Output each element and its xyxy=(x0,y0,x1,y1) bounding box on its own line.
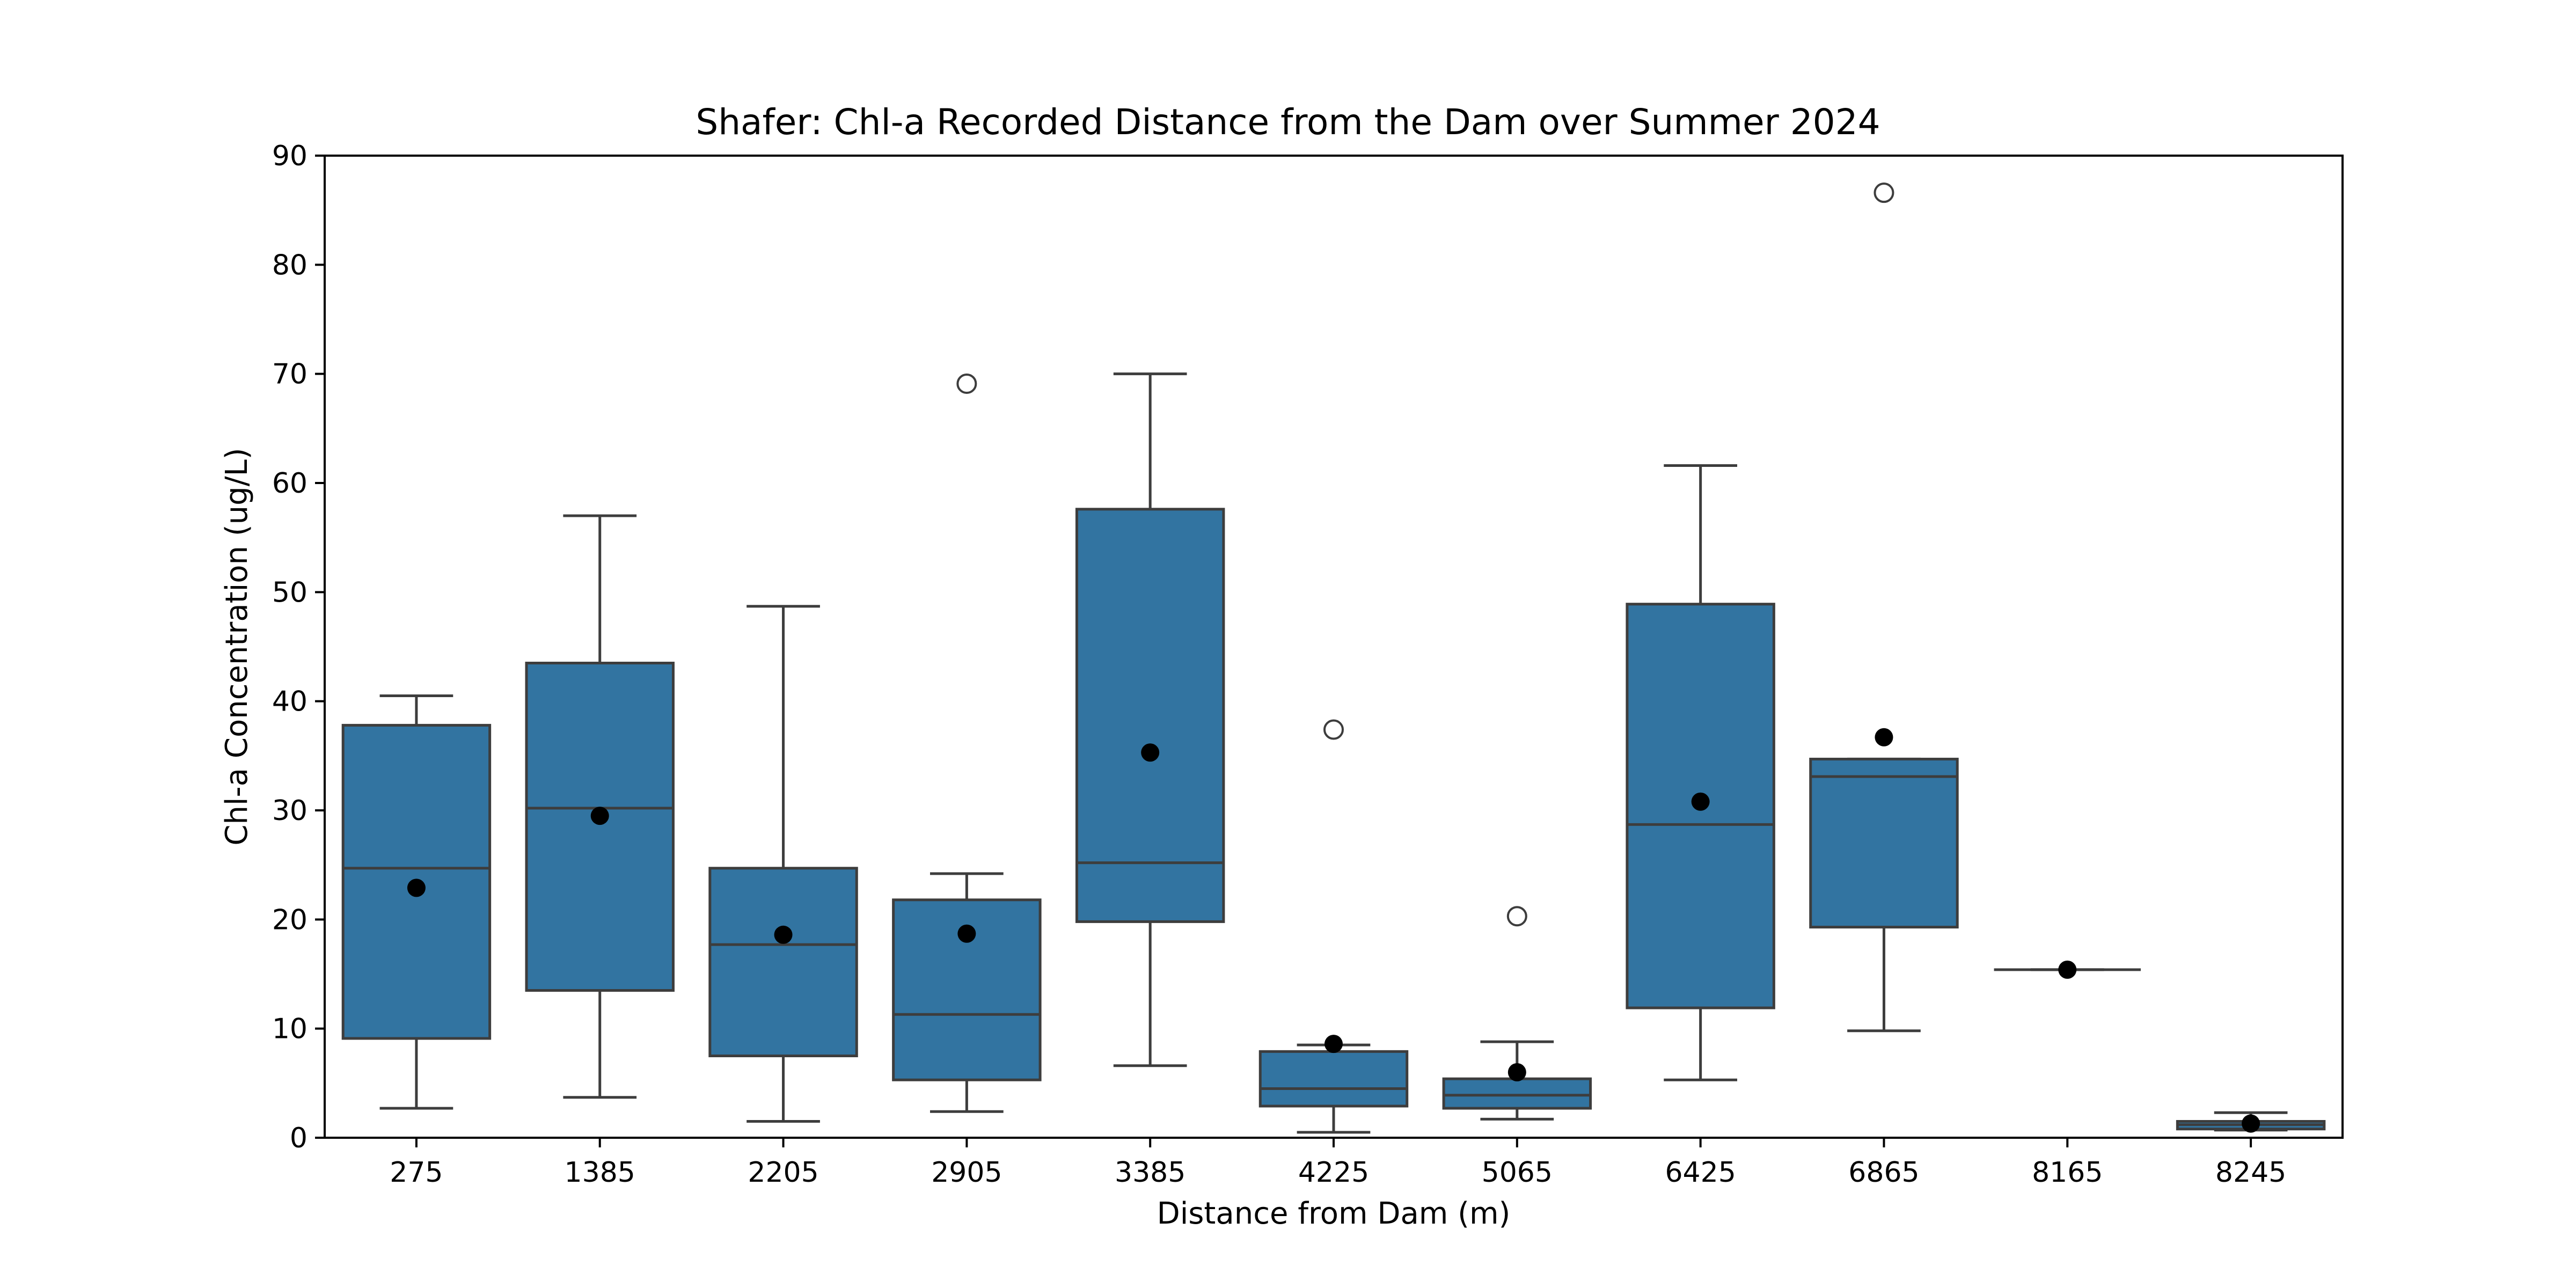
mean-marker xyxy=(1875,728,1893,747)
y-tick-label: 10 xyxy=(272,1013,308,1045)
y-tick-label: 20 xyxy=(272,904,308,936)
mean-marker xyxy=(1141,743,1160,762)
y-tick-label: 90 xyxy=(272,140,308,172)
y-axis-label: Chl-a Concentration (ug/L) xyxy=(219,448,254,845)
box-iqr xyxy=(1809,757,1959,929)
outlier-point xyxy=(1874,182,1894,203)
box-group-275 xyxy=(341,694,492,1110)
x-axis-label: Distance from Dam (m) xyxy=(1157,1196,1511,1231)
mean-marker xyxy=(774,925,793,944)
y-axis: 0 10 20 30 40 50 60 70 80 90 xyxy=(272,140,325,1154)
y-tick-label: 70 xyxy=(272,358,308,391)
mean-marker xyxy=(2242,1114,2260,1133)
x-tick-label: 8245 xyxy=(2215,1157,2286,1189)
x-axis: 275 1385 2205 2905 3385 4225 5065 6425 6865 8165 8… xyxy=(390,1138,2286,1189)
x-tick-label: 2905 xyxy=(931,1157,1002,1189)
mean-marker xyxy=(957,924,976,943)
box-group-6865 xyxy=(1809,182,1959,1033)
outlier-point xyxy=(1506,906,1527,927)
box-iqr xyxy=(1075,508,1225,923)
x-tick-label: 275 xyxy=(390,1157,443,1189)
y-tick-label: 50 xyxy=(272,576,308,609)
mean-marker xyxy=(2058,960,2077,979)
box-iqr xyxy=(1442,1077,1592,1110)
box-group-2905 xyxy=(892,373,1042,1113)
mean-marker xyxy=(407,879,426,897)
box-group-2205 xyxy=(708,605,858,1123)
mean-marker xyxy=(1691,792,1710,811)
x-tick-label: 4225 xyxy=(1298,1157,1369,1189)
y-tick-label: 60 xyxy=(272,467,308,500)
chart-title: Shafer: Chl-a Recorded Distance from the… xyxy=(696,101,1880,143)
box-iqr xyxy=(1258,1050,1409,1108)
mean-marker xyxy=(1324,1035,1343,1053)
x-tick-label: 2205 xyxy=(748,1157,818,1189)
y-tick-label: 0 xyxy=(290,1122,308,1154)
y-tick-label: 80 xyxy=(272,249,308,281)
mean-marker xyxy=(1507,1063,1526,1081)
y-tick-label: 40 xyxy=(272,686,308,718)
box-group-1385 xyxy=(525,514,675,1099)
x-tick-label: 8165 xyxy=(2032,1157,2103,1189)
box-group-4225 xyxy=(1258,719,1409,1134)
box-iqr xyxy=(525,662,675,992)
x-tick-label: 6425 xyxy=(1665,1157,1736,1189)
outlier-point xyxy=(1323,719,1344,740)
box-group-6425 xyxy=(1626,464,1775,1081)
boxes-layer xyxy=(341,182,2326,1134)
x-tick-label: 6865 xyxy=(1848,1157,1919,1189)
mean-marker xyxy=(590,807,609,825)
box-group-5065 xyxy=(1442,906,1592,1121)
x-tick-label: 3385 xyxy=(1115,1157,1185,1189)
y-tick-label: 30 xyxy=(272,795,308,827)
box-group-8245 xyxy=(2176,1111,2326,1133)
x-tick-label: 5065 xyxy=(1482,1157,1553,1189)
box-group-8165 xyxy=(1994,960,2141,979)
outlier-point xyxy=(956,373,977,394)
box-iqr xyxy=(708,867,858,1058)
plot-frame xyxy=(324,155,2344,1139)
box-group-3385 xyxy=(1075,372,1225,1067)
x-tick-label: 1385 xyxy=(565,1157,635,1189)
